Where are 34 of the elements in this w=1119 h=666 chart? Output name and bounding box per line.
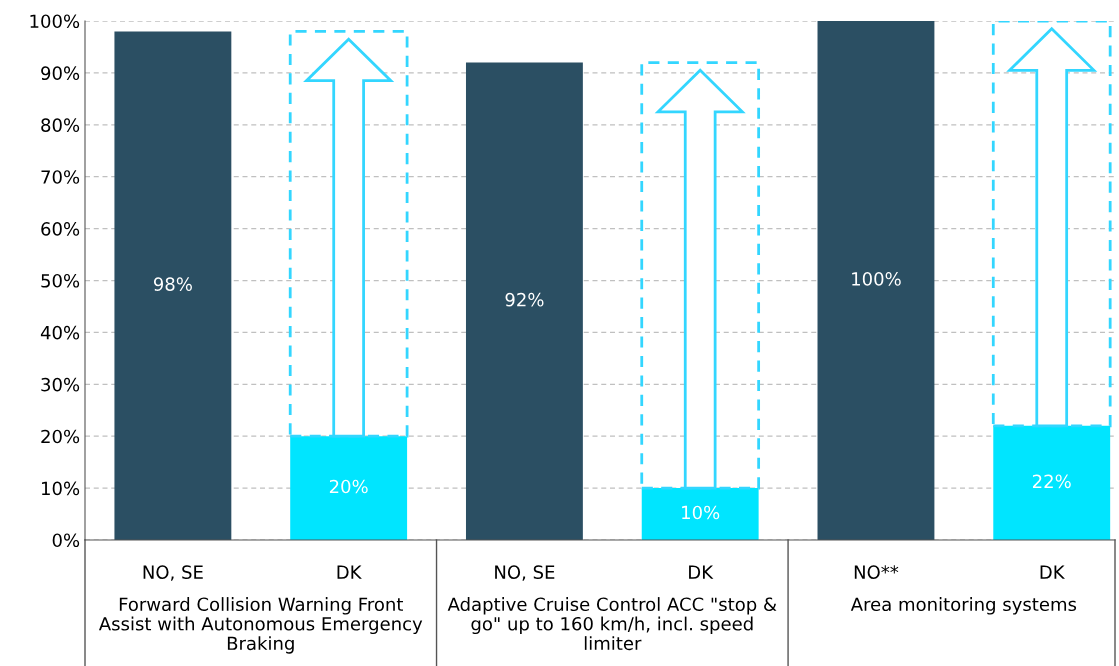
bar (817, 21, 935, 540)
data-label: 22% (1032, 474, 1071, 489)
x-tick-label: NO** (854, 565, 899, 579)
data-label: 98% (153, 277, 192, 291)
x-tick-label: NO, SE (495, 565, 555, 581)
y-tick-label: 100% (30, 14, 80, 29)
x-tick-label: DK (689, 565, 714, 579)
y-tick-label: 70% (41, 170, 80, 184)
y-tick-label: 90% (41, 66, 80, 81)
bar (290, 436, 408, 540)
bar (993, 425, 1111, 540)
data-label: 92% (505, 292, 544, 307)
bar (991, 21, 1112, 428)
x-tick-label: NO, SE (143, 565, 203, 581)
data-label: 20% (329, 479, 368, 494)
y-tick-label: 80% (41, 118, 80, 132)
text: Forward Collision Warning Front Assist with Autonomous Emergency Braking (98, 597, 423, 654)
x-tick-label: DK (337, 565, 362, 579)
data-label: 10% (682, 505, 720, 520)
y-tick-label: 50% (41, 273, 80, 288)
y-tick-label: 20% (41, 429, 80, 444)
text: Area monitoring systems (850, 597, 1077, 615)
bar (641, 488, 759, 540)
y-tick-label: 30% (41, 377, 80, 392)
x-tick-label: DK (1040, 565, 1065, 579)
bar (640, 61, 761, 490)
y-tick-label: 10% (41, 481, 80, 496)
data-label: 100% (852, 272, 901, 286)
bar (465, 62, 583, 540)
y-tick-label: 40% (40, 325, 80, 340)
bar (114, 31, 232, 540)
y-tick-label: 0% (52, 533, 80, 548)
text: Adaptive Cruise Control ACC "stop & go" up to 160 km/h, incl. speed limiter (447, 597, 777, 651)
y-tick-label: 60% (41, 222, 80, 236)
